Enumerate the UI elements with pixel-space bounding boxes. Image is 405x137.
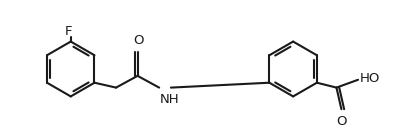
- Text: HO: HO: [360, 72, 380, 85]
- Text: NH: NH: [160, 93, 180, 106]
- Text: O: O: [336, 115, 347, 128]
- Text: O: O: [133, 34, 144, 47]
- Text: F: F: [65, 25, 72, 38]
